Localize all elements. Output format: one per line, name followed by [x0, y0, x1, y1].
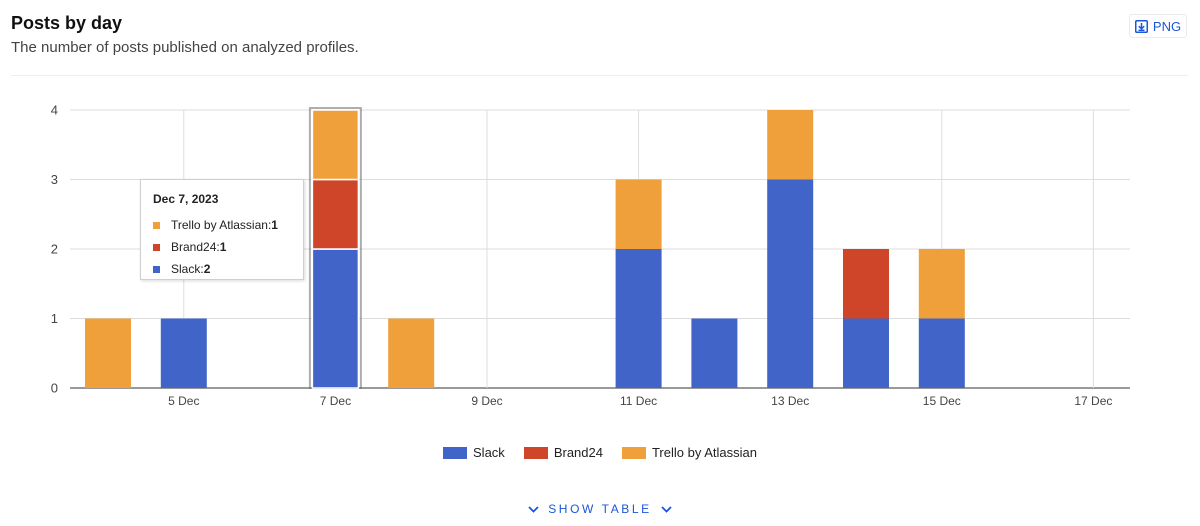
- legend-item-brand24[interactable]: Brand24: [523, 445, 603, 460]
- bar-slack: [918, 318, 965, 388]
- png-export-button[interactable]: PNG: [1129, 14, 1187, 38]
- show-table-label: SHOW TABLE: [548, 502, 652, 516]
- chart-tooltip: Dec 7, 2023 Trello by Atlassian: 1 Brand…: [140, 179, 304, 280]
- tooltip-sep: :: [267, 218, 272, 232]
- tooltip-row-brand24: Brand24: 1: [153, 240, 226, 254]
- y-tick-label: 0: [51, 381, 58, 396]
- chart-legend: Slack Brand24 Trello by Atlassian: [0, 445, 1200, 460]
- x-tick-label: 15 Dec: [923, 394, 961, 408]
- x-tick-label: 13 Dec: [771, 394, 809, 408]
- tooltip-swatch-slack: [153, 265, 160, 273]
- x-tick-label: 11 Dec: [620, 394, 657, 408]
- legend-swatch-slack: [443, 446, 468, 459]
- y-tick-label: 1: [51, 311, 58, 326]
- chevron-down-icon: [528, 505, 539, 513]
- tooltip-sep: :: [216, 240, 220, 254]
- tooltip-sep: :: [200, 262, 204, 276]
- legend-label-brand24: Brand24: [553, 445, 603, 460]
- bar-slack: [615, 249, 662, 388]
- bar-brand24: [843, 249, 889, 319]
- download-icon: [1134, 19, 1148, 33]
- tooltip-date: Dec 7, 2023: [153, 192, 219, 206]
- tooltip-name: Slack: [171, 262, 201, 276]
- legend-label-trello: Trello by Atlassian: [651, 445, 757, 460]
- tooltip-name: Trello by Atlassian: [171, 218, 268, 232]
- tooltip-row-trello: Trello by Atlassian: 1: [153, 218, 278, 232]
- tooltip-value: 2: [203, 262, 211, 276]
- tooltip-value: 1: [219, 240, 227, 254]
- tooltip-row-slack: Slack: 2: [153, 262, 210, 276]
- bar-trello-by-atlassian: [311, 109, 360, 181]
- tooltip-swatch-trello: [153, 221, 160, 229]
- bar-slack: [843, 318, 889, 388]
- y-tick-label: 2: [51, 242, 58, 257]
- x-tick-label: 5 Dec: [168, 394, 199, 408]
- bar-slack: [691, 318, 738, 388]
- legend-swatch-trello: [621, 446, 646, 459]
- y-tick-label: 4: [51, 103, 58, 118]
- bar-brand24: [311, 178, 360, 250]
- x-tick-label: 17 Dec: [1074, 394, 1112, 408]
- bar-trello-by-atlassian: [767, 110, 814, 180]
- bar-slack: [311, 248, 360, 389]
- chevron-down-icon: [661, 505, 672, 513]
- bar-trello-by-atlassian: [388, 318, 435, 388]
- bar-slack: [767, 179, 814, 388]
- x-tick-label: 9 Dec: [471, 394, 502, 408]
- bar-trello-by-atlassian: [918, 249, 965, 319]
- tooltip-value: 1: [271, 218, 278, 232]
- legend-item-trello[interactable]: Trello by Atlassian: [621, 445, 757, 460]
- chart-subtitle: The number of posts published on analyze…: [11, 39, 359, 56]
- png-label: PNG: [1152, 18, 1182, 34]
- legend-label-slack: Slack: [473, 445, 505, 460]
- chart-title: Posts by day: [11, 13, 123, 33]
- header-divider: [11, 75, 1188, 76]
- x-tick-label: 7 Dec: [320, 394, 351, 408]
- y-tick-label: 3: [51, 172, 58, 187]
- tooltip-swatch-brand24: [153, 243, 160, 251]
- show-table-button[interactable]: SHOW TABLE: [0, 502, 1200, 516]
- bar-slack: [160, 318, 207, 388]
- legend-item-slack[interactable]: Slack: [443, 445, 505, 460]
- tooltip-name: Brand24: [171, 240, 217, 254]
- bar-trello-by-atlassian: [85, 318, 131, 388]
- bar-trello-by-atlassian: [615, 179, 662, 249]
- legend-swatch-brand24: [523, 446, 548, 459]
